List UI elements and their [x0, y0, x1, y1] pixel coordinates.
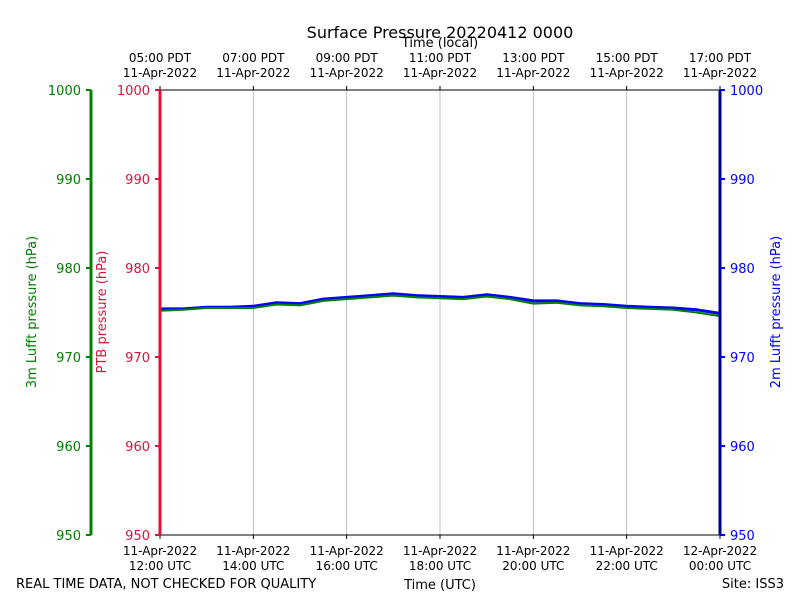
red-y-tick-label: 1000: [117, 84, 150, 99]
x-tick-label-local-time: 05:00 PDT: [129, 51, 192, 65]
green-y-tick-label: 960: [56, 440, 81, 455]
x-tick-label-utc-time: 18:00 UTC: [409, 559, 471, 573]
x-tick-label-local-date: 11-Apr-2022: [590, 66, 664, 80]
green-y-tick-label: 950: [56, 529, 81, 544]
x-tick-label-utc-time: 16:00 UTC: [316, 559, 378, 573]
green-y-tick-label: 1000: [48, 84, 81, 99]
blue-y-tick-label: 970: [730, 351, 755, 366]
green-y-tick-label: 980: [56, 262, 81, 277]
quality-footer: REAL TIME DATA, NOT CHECKED FOR QUALITY: [16, 577, 316, 592]
x-tick-label-local-time: 15:00 PDT: [596, 51, 659, 65]
blue-series-line: [160, 292, 721, 315]
red-y-tick-label: 990: [125, 173, 150, 188]
x-tick-label-local-date: 11-Apr-2022: [403, 66, 477, 80]
x-tick-label-local-time: 09:00 PDT: [316, 51, 379, 65]
x-tick-label-local-date: 11-Apr-2022: [496, 66, 570, 80]
red-axis-label: PTB pressure (hPa): [95, 251, 110, 374]
red-y-tick-label: 980: [125, 262, 150, 277]
blue-y-tick-label: 950: [730, 529, 755, 544]
x-tick-label-utc-time: 20:00 UTC: [502, 559, 564, 573]
top-axis-label: Time (local): [401, 36, 478, 51]
site-footer: Site: ISS3: [722, 577, 784, 592]
x-tick-label-local-date: 11-Apr-2022: [216, 66, 290, 80]
x-tick-label-utc-date: 11-Apr-2022: [123, 544, 197, 558]
red-y-tick-label: 970: [125, 351, 150, 366]
x-tick-label-local-date: 11-Apr-2022: [683, 66, 757, 80]
plot-frame: [89, 89, 722, 536]
x-tick-label-utc-time: 14:00 UTC: [222, 559, 284, 573]
green-series-line: [159, 294, 721, 318]
x-tick-label-utc-date: 12-Apr-2022: [683, 544, 757, 558]
green-y-tick-label: 990: [56, 173, 81, 188]
blue-y-tick-label: 990: [730, 173, 755, 188]
x-tick-label-utc-date: 11-Apr-2022: [310, 544, 384, 558]
blue-axis-label: 2m Lufft pressure (hPa): [769, 236, 784, 388]
red-y-tick-label: 960: [125, 440, 150, 455]
blue-y-tick-label: 1000: [730, 84, 763, 99]
x-tick-label-local-date: 11-Apr-2022: [123, 66, 197, 80]
green-axis-label: 3m Lufft pressure (hPa): [25, 236, 40, 388]
x-tick-label-local-time: 11:00 PDT: [409, 51, 472, 65]
gridlines: [252, 90, 628, 535]
series-group: [159, 292, 721, 318]
chart-title: Surface Pressure 20220412 0000: [307, 23, 574, 42]
x-tick-label-utc-date: 11-Apr-2022: [216, 544, 290, 558]
x-tick-label-local-time: 17:00 PDT: [689, 51, 752, 65]
bottom-axis-label: Time (UTC): [403, 578, 476, 593]
blue-y-tick-label: 980: [730, 262, 755, 277]
green-y-tick-label: 970: [56, 351, 81, 366]
red-y-tick-label: 950: [125, 529, 150, 544]
x-tick-label-local-date: 11-Apr-2022: [310, 66, 384, 80]
x-tick-label-utc-date: 11-Apr-2022: [590, 544, 664, 558]
x-tick-label-utc-time: 12:00 UTC: [129, 559, 191, 573]
x-tick-label-utc-time: 00:00 UTC: [689, 559, 751, 573]
x-tick-label-utc-date: 11-Apr-2022: [403, 544, 477, 558]
x-tick-label-local-time: 07:00 PDT: [222, 51, 285, 65]
x-tick-label-utc-date: 11-Apr-2022: [496, 544, 570, 558]
x-tick-label-local-time: 13:00 PDT: [502, 51, 565, 65]
blue-y-tick-label: 960: [730, 440, 755, 455]
x-tick-label-utc-time: 22:00 UTC: [596, 559, 658, 573]
